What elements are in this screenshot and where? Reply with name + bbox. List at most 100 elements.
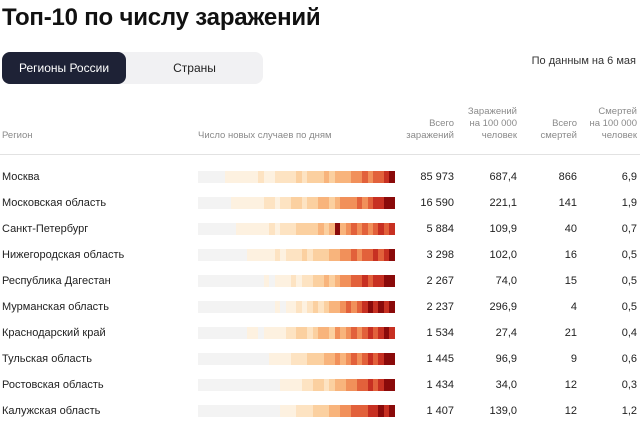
total-deaths-value: 16 bbox=[564, 249, 577, 261]
heat-cell bbox=[312, 353, 319, 365]
table-row[interactable]: Тульская область 1 445 96,9 9 0,6 bbox=[0, 348, 640, 374]
heat-cell bbox=[214, 353, 220, 365]
total-cases-value: 2 237 bbox=[426, 301, 454, 313]
heat-cell bbox=[230, 353, 237, 365]
heat-cell bbox=[247, 405, 253, 417]
table-row[interactable]: Республика Дагестан 2 267 74,0 15 0,5 bbox=[0, 270, 640, 296]
heat-cell bbox=[258, 301, 264, 313]
heat-cell bbox=[219, 223, 226, 235]
heat-cell bbox=[252, 275, 259, 287]
heat-cell bbox=[389, 327, 395, 339]
daily-cases-heatstrip bbox=[198, 249, 395, 261]
heat-cell bbox=[208, 405, 215, 417]
heat-cell bbox=[290, 301, 297, 313]
heat-cell bbox=[203, 301, 209, 313]
heat-cell bbox=[241, 353, 248, 365]
heat-cell bbox=[323, 301, 330, 313]
table-row[interactable]: Мурманская область 2 237 296,9 4 0,5 bbox=[0, 296, 640, 322]
total-deaths-value: 866 bbox=[558, 171, 577, 183]
heat-cell bbox=[214, 197, 220, 209]
heat-cell bbox=[214, 249, 220, 261]
heat-cell bbox=[263, 197, 270, 209]
heat-cell bbox=[345, 275, 352, 287]
deaths-per-100k-value: 0,3 bbox=[621, 379, 637, 391]
heat-cell bbox=[301, 405, 308, 417]
header-line: заражений bbox=[406, 130, 454, 141]
heat-cell bbox=[274, 301, 281, 313]
heat-cell bbox=[334, 327, 341, 339]
table-row[interactable]: Москва 85 973 687,4 866 6,9 bbox=[0, 166, 640, 192]
table-row[interactable]: Санкт-Петербург 5 884 109,9 40 0,7 bbox=[0, 218, 640, 244]
heat-cell bbox=[241, 223, 248, 235]
tab-countries[interactable]: Страны bbox=[173, 61, 216, 75]
header-line: на 100 000 bbox=[469, 118, 517, 129]
heat-cell bbox=[280, 405, 286, 417]
heat-cell bbox=[252, 301, 259, 313]
heat-cell bbox=[378, 405, 384, 417]
heat-cell bbox=[296, 405, 302, 417]
heat-cell bbox=[373, 249, 379, 261]
heat-cell bbox=[367, 379, 373, 391]
column-header-cases-per-100k: Заражений на 100 000 человек bbox=[456, 106, 517, 142]
cases-per-100k-value: 221,1 bbox=[489, 197, 517, 209]
heat-cell bbox=[208, 249, 215, 261]
heat-cell bbox=[241, 301, 248, 313]
heat-cell bbox=[258, 275, 264, 287]
heat-cell bbox=[263, 223, 270, 235]
heat-cell bbox=[269, 171, 275, 183]
heat-cell bbox=[236, 197, 242, 209]
heat-cell bbox=[214, 275, 220, 287]
heat-cell bbox=[312, 327, 319, 339]
heat-cell bbox=[356, 301, 363, 313]
heat-cell bbox=[312, 249, 319, 261]
heat-cell bbox=[285, 301, 291, 313]
total-deaths-value: 12 bbox=[564, 379, 577, 391]
heat-cell bbox=[263, 353, 270, 365]
table-row[interactable]: Ростовская область 1 434 34,0 12 0,3 bbox=[0, 374, 640, 400]
total-cases-value: 1 407 bbox=[426, 405, 454, 417]
heat-cell bbox=[334, 301, 341, 313]
page-title: Топ-10 по числу заражений bbox=[2, 4, 321, 31]
heat-cell bbox=[340, 275, 346, 287]
header-line: Заражений bbox=[467, 106, 517, 117]
heat-cell bbox=[301, 301, 308, 313]
heat-cell bbox=[334, 197, 341, 209]
header-line: Смертей bbox=[598, 106, 637, 117]
heat-cell bbox=[214, 171, 220, 183]
heat-cell bbox=[290, 171, 297, 183]
heat-cell bbox=[323, 223, 330, 235]
region-name: Тульская область bbox=[2, 353, 92, 365]
heat-cell bbox=[362, 249, 368, 261]
region-name: Московская область bbox=[2, 197, 107, 209]
heat-cell bbox=[225, 249, 231, 261]
heat-cell bbox=[219, 327, 226, 339]
heat-cell bbox=[230, 301, 237, 313]
table-row[interactable]: Нижегородская область 3 298 102,0 16 0,5 bbox=[0, 244, 640, 270]
heat-cell bbox=[225, 353, 231, 365]
heat-cell bbox=[230, 405, 237, 417]
heat-cell bbox=[208, 171, 215, 183]
heat-cell bbox=[383, 379, 390, 391]
table-row[interactable]: Краснодарский край 1 534 27,4 21 0,4 bbox=[0, 322, 640, 348]
heat-cell bbox=[290, 327, 297, 339]
region-name: Санкт-Петербург bbox=[2, 223, 89, 235]
heat-cell bbox=[236, 405, 242, 417]
heat-cell bbox=[373, 275, 379, 287]
heat-cell bbox=[340, 379, 346, 391]
heat-cell bbox=[198, 171, 204, 183]
heat-cell bbox=[203, 405, 209, 417]
heat-cell bbox=[258, 249, 264, 261]
table-row[interactable]: Калужская область 1 407 139,0 12 1,2 bbox=[0, 400, 640, 426]
heat-cell bbox=[345, 223, 352, 235]
heat-cell bbox=[247, 171, 253, 183]
tab-russia-regions[interactable]: Регионы России bbox=[2, 52, 126, 84]
heat-cell bbox=[236, 327, 242, 339]
heat-cell bbox=[329, 405, 335, 417]
table-row[interactable]: Московская область 16 590 221,1 141 1,9 bbox=[0, 192, 640, 218]
heat-cell bbox=[263, 405, 270, 417]
heat-cell bbox=[323, 171, 330, 183]
total-deaths-value: 21 bbox=[564, 327, 577, 339]
heat-cell bbox=[356, 249, 363, 261]
heat-cell bbox=[389, 301, 395, 313]
heat-cell bbox=[373, 171, 379, 183]
